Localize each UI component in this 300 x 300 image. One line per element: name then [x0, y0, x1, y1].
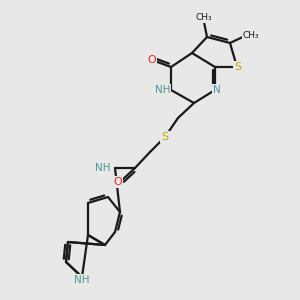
Text: NH: NH	[74, 275, 90, 285]
Text: O: O	[148, 55, 156, 65]
Text: S: S	[161, 132, 169, 142]
Text: S: S	[234, 62, 242, 72]
Text: O: O	[114, 177, 122, 187]
Text: N: N	[213, 85, 221, 95]
Text: CH₃: CH₃	[196, 14, 212, 22]
Text: CH₃: CH₃	[243, 31, 259, 40]
Text: NH: NH	[154, 85, 170, 95]
Text: NH: NH	[94, 163, 110, 173]
